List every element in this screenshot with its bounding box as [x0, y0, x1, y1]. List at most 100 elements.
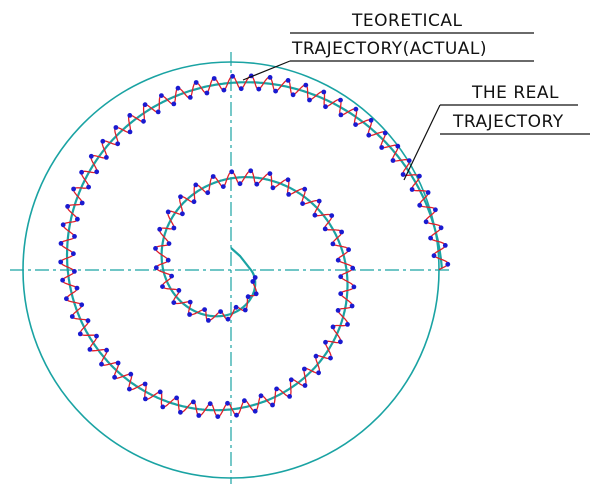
sample-point [69, 314, 75, 319]
sample-point [328, 355, 333, 361]
sample-point [204, 90, 210, 96]
label-line: TRAJECTORY [452, 112, 564, 132]
sample-point [174, 395, 180, 401]
sample-point [191, 399, 196, 405]
sample-point [165, 209, 171, 215]
sample-point [256, 86, 262, 92]
sample-point [285, 177, 291, 183]
sample-point [339, 229, 344, 235]
sample-point [438, 225, 444, 231]
sample-point [330, 241, 336, 247]
sample-point [202, 307, 208, 312]
sample-point [288, 377, 294, 383]
sample-point [428, 235, 433, 241]
sample-point [113, 125, 119, 130]
sample-point [88, 153, 94, 159]
sample-point [153, 265, 159, 271]
sample-point [287, 394, 292, 399]
sample-point [94, 333, 99, 339]
sample-point [127, 129, 133, 135]
sample-point [171, 300, 177, 305]
sample-point [431, 253, 437, 259]
sample-point [126, 386, 132, 392]
sample-point [349, 303, 355, 309]
sample-point [160, 284, 165, 289]
sample-point [180, 211, 185, 217]
sample-point [245, 294, 251, 300]
sample-point [368, 117, 374, 123]
sample-point [143, 396, 148, 402]
sample-point [79, 200, 85, 206]
sample-point [157, 226, 163, 232]
sample-point [335, 257, 341, 263]
label-line: TEORETICAL [351, 11, 462, 31]
sample-point [353, 122, 358, 127]
sample-point [160, 404, 166, 410]
sample-point [302, 383, 308, 388]
sample-point [250, 279, 256, 284]
sample-point [316, 198, 322, 204]
sample-point [267, 171, 273, 177]
sample-point [395, 143, 401, 149]
sample-point [169, 273, 175, 279]
sample-point [323, 339, 328, 345]
sample-point [345, 322, 350, 327]
sample-point [423, 219, 429, 225]
sample-point [316, 370, 321, 376]
sample-point [210, 174, 216, 179]
sample-point [307, 97, 312, 103]
sample-point [285, 78, 291, 83]
sample-point [187, 299, 193, 305]
sample-point [71, 186, 76, 192]
sample-point [338, 274, 344, 280]
sample-point [379, 145, 385, 150]
sample-point [64, 296, 69, 302]
sample-point [252, 275, 258, 280]
sample-point [382, 130, 388, 136]
sample-point [87, 347, 93, 352]
sample-point [225, 400, 230, 406]
sample-point [115, 360, 121, 366]
sample-point [270, 402, 275, 408]
sample-point [104, 155, 109, 160]
sample-point [166, 241, 172, 247]
sample-points [58, 73, 451, 419]
sample-point [323, 104, 328, 110]
sample-point [252, 408, 258, 414]
sample-point [351, 284, 357, 290]
sample-point [155, 109, 161, 115]
sample-point [60, 277, 65, 283]
sample-point [72, 234, 77, 239]
sample-point [196, 413, 202, 418]
sample-point [211, 76, 217, 81]
sample-point [115, 141, 121, 147]
sample-point [267, 75, 273, 80]
sample-point [176, 288, 182, 293]
sample-point [104, 347, 109, 353]
sample-point [338, 291, 344, 297]
sample-point [248, 168, 254, 174]
sample-point [445, 261, 451, 267]
sample-point [303, 82, 309, 88]
sample-point [165, 257, 171, 263]
sample-point [171, 225, 177, 231]
sample-point [286, 192, 292, 197]
sample-point [258, 393, 264, 399]
sample-point [329, 213, 335, 219]
sample-point [221, 87, 227, 93]
sample-point [128, 371, 134, 377]
sample-point [234, 412, 239, 418]
sample-point [338, 97, 343, 103]
sample-point [141, 118, 146, 124]
sample-point [187, 312, 193, 317]
sample-point [338, 112, 344, 118]
sample-point [71, 251, 76, 257]
sample-point [207, 401, 213, 407]
sample-point [233, 304, 239, 310]
sample-point [238, 86, 244, 92]
sample-point [242, 398, 247, 404]
sample-point [79, 302, 85, 308]
sample-point [99, 361, 104, 367]
label-line: THE REAL [471, 83, 559, 103]
sample-point [60, 222, 66, 228]
